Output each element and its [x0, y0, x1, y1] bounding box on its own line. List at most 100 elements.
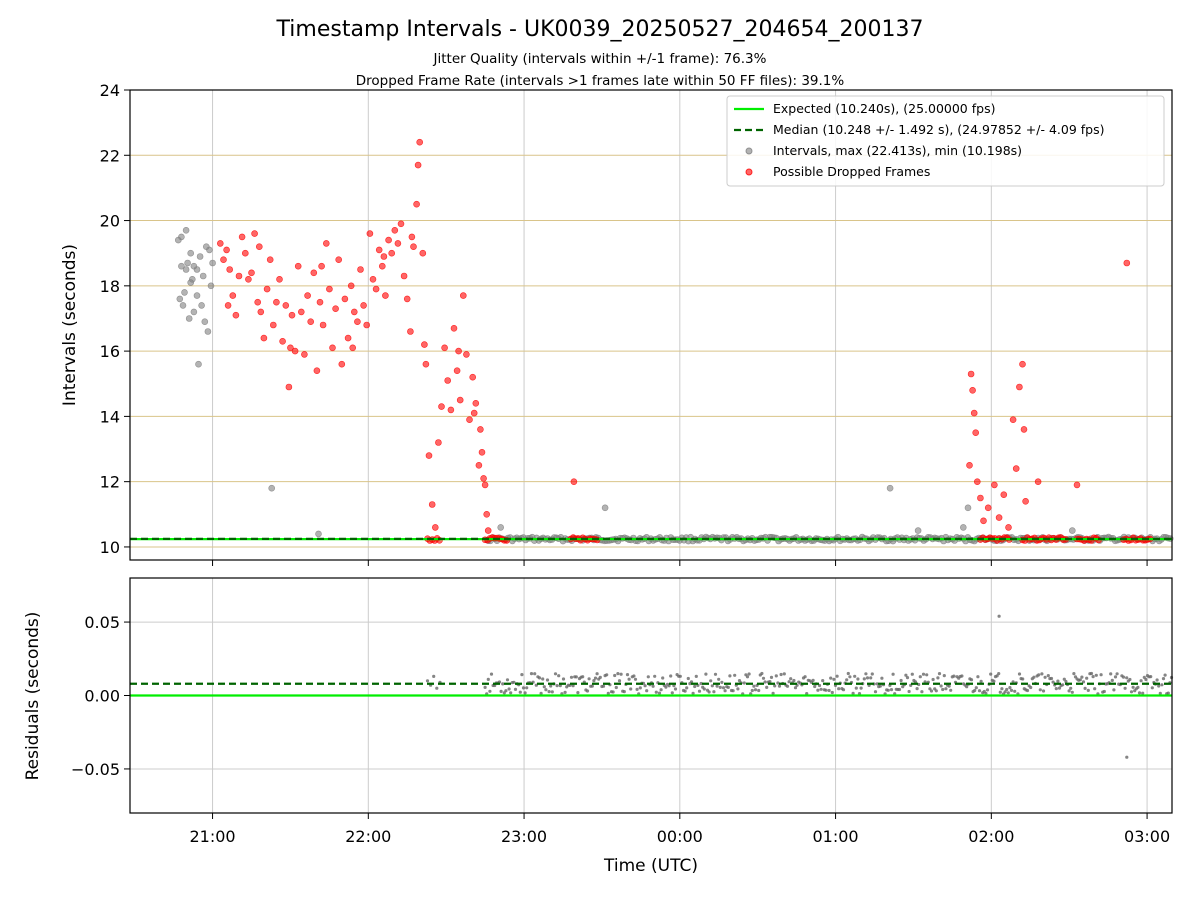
residuals-reference-lines — [130, 682, 1172, 697]
residual-point — [1139, 679, 1143, 683]
dropped-frame-point — [408, 233, 416, 241]
interval-point — [268, 484, 276, 492]
residual-point — [813, 684, 817, 689]
residual-point — [616, 672, 620, 676]
dropped-frame-point — [970, 409, 978, 417]
dropped-frame-point — [260, 334, 268, 342]
residual-point — [942, 674, 946, 678]
dropped-frame-point — [310, 269, 318, 277]
interval-point — [176, 295, 184, 303]
residual-point — [1009, 688, 1014, 693]
residual-point — [944, 687, 948, 691]
residual-point — [1093, 687, 1097, 691]
residual-point — [1005, 687, 1009, 692]
residual-point — [760, 671, 764, 676]
residual-point — [763, 680, 767, 684]
residual-point — [606, 691, 610, 696]
residual-point — [1029, 685, 1033, 690]
residual-point — [542, 685, 546, 689]
residual-point — [598, 675, 602, 680]
dropped-frame-point — [422, 360, 430, 368]
dropped-frame-point — [360, 302, 367, 309]
residual-point — [581, 675, 585, 679]
residual-point — [509, 691, 513, 695]
residual-point — [862, 677, 866, 681]
interval-point — [497, 524, 505, 531]
residuals-y-ticks: 0.05 0.00 −0.05 — [71, 613, 130, 779]
residual-point — [934, 689, 938, 693]
dropped-frame-point — [354, 318, 361, 326]
interval-point — [315, 530, 322, 538]
dropped-frame-point — [329, 344, 336, 352]
residual-point — [1086, 688, 1090, 693]
dropped-frame-point — [470, 409, 478, 417]
residual-point — [632, 674, 636, 678]
dropped-frame-point — [966, 461, 973, 469]
residual-point — [837, 687, 841, 691]
residual-point — [512, 680, 516, 684]
residual-point — [537, 676, 542, 680]
dropped-frame-point — [235, 272, 243, 280]
dropped-frame-point — [466, 416, 473, 424]
residual-point — [590, 684, 594, 688]
residual-point — [693, 684, 697, 689]
dropped-frame-point — [279, 337, 286, 345]
residual-point — [689, 680, 694, 684]
residual-point — [731, 689, 735, 693]
interval-point — [179, 302, 187, 309]
dropped-frame-point — [394, 240, 402, 247]
residual-point — [952, 674, 956, 678]
residual-point — [793, 686, 798, 690]
residual-point — [667, 684, 671, 688]
residual-point — [859, 686, 863, 690]
residual-point — [1155, 678, 1159, 682]
dropped-frame-point — [480, 475, 487, 482]
chart-subtitle-jitter: Jitter Quality (intervals within +/-1 fr… — [433, 51, 767, 67]
intervals-ytick-label-6: 22 — [100, 146, 120, 165]
dropped-frame-point — [472, 399, 480, 407]
residual-point — [657, 691, 662, 695]
dropped-frame-point — [229, 292, 237, 299]
residual-point — [742, 681, 746, 685]
dropped-frame-point — [307, 318, 315, 326]
residual-point — [712, 690, 716, 694]
residual-point — [889, 688, 894, 692]
intervals-panel: 10 12 14 16 18 20 22 24 Intervals (seconds) Exp… — [60, 81, 1174, 566]
legend-intervals-label: Intervals, max (22.413s), min (10.198s) — [773, 143, 1022, 158]
residual-point — [853, 674, 857, 678]
dropped-frame-point — [400, 272, 408, 280]
dropped-frame-point — [318, 262, 325, 270]
interval-point — [184, 259, 191, 267]
dropped-frame-point — [224, 302, 232, 309]
residual-point — [550, 690, 554, 694]
residual-point — [669, 674, 673, 678]
residual-point — [829, 676, 833, 680]
dropped-frame-point — [475, 461, 483, 469]
residual-point — [713, 672, 718, 676]
residual-point — [864, 672, 868, 676]
residuals-xtick-label-5: 02:00 — [968, 827, 1014, 846]
residual-point — [702, 687, 706, 691]
residual-point — [1166, 691, 1170, 695]
residual-point — [561, 677, 566, 681]
dropped-frame-point — [455, 347, 462, 355]
residual-point — [569, 675, 574, 679]
residual-point — [931, 677, 935, 682]
residual-point — [622, 690, 626, 694]
interval-point — [204, 328, 212, 335]
dropped-frame-point — [1123, 259, 1131, 267]
dropped-frame-point — [248, 269, 255, 277]
residual-point — [841, 688, 846, 692]
intervals-ytick-label-2: 14 — [100, 407, 120, 426]
dropped-frame-point — [273, 298, 280, 306]
residual-point — [1125, 676, 1129, 680]
residual-point — [897, 687, 902, 692]
dropped-frame-point — [254, 298, 262, 306]
residual-point — [761, 676, 766, 680]
residual-point — [499, 689, 503, 694]
residuals-ytick-label-1: 0.00 — [84, 687, 120, 706]
residual-point — [1054, 687, 1058, 691]
interval-point — [187, 279, 194, 286]
residual-point — [1037, 673, 1041, 677]
residual-point — [869, 676, 873, 680]
